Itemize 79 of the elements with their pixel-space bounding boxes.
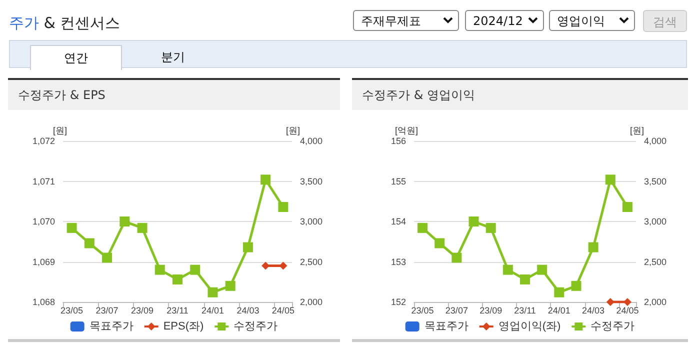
legend-label: 목표주가 [424, 320, 468, 332]
point [84, 238, 94, 248]
x-tick-label: 23/11 [166, 306, 188, 316]
y-tick-label: 1,071 [32, 176, 55, 186]
y2-tick-label: 3,000 [300, 216, 323, 226]
y-axis-title: [억원] [394, 126, 418, 136]
point [172, 274, 182, 284]
point [622, 202, 632, 212]
y-tick-label: 153 [390, 256, 406, 267]
point [468, 216, 479, 226]
x-tick-label: 23/07 [96, 306, 118, 316]
y-tick-label: 1,069 [32, 256, 55, 267]
point [225, 280, 236, 291]
y2-axis-title: [원] [630, 126, 644, 136]
x-tick-label: 24/05 [272, 306, 294, 316]
y-tick-label: 156 [390, 136, 406, 146]
legend-label: 수정주가 [234, 320, 278, 332]
point [520, 274, 530, 284]
text: 분기 [160, 49, 186, 66]
x-tick-label: 23/11 [514, 306, 536, 316]
point [571, 280, 582, 291]
point [66, 222, 77, 233]
point [434, 238, 445, 248]
x-tick-label: 23/05 [411, 306, 434, 316]
point [120, 216, 130, 226]
x-tick-label: 23/05 [60, 306, 84, 316]
y2-tick-label: 2,000 [644, 297, 667, 307]
point [154, 264, 165, 275]
point [605, 174, 616, 185]
text: 주가 & 컨센서스 [9, 14, 120, 33]
y-axis-title: [원] [52, 126, 67, 136]
point [486, 222, 496, 233]
point [242, 242, 253, 252]
point [502, 264, 513, 275]
y2-tick-label: 2,000 [300, 297, 323, 307]
legend-label: 목표주가 [89, 320, 134, 332]
legend-label: 영업이익(좌) [498, 320, 561, 332]
point [537, 264, 548, 275]
y2-tick-label: 4,000 [300, 136, 323, 146]
text: 주재무제표 [361, 14, 421, 28]
point [418, 222, 428, 233]
chart-title: 수정주가 & 영업이익 [352, 80, 688, 110]
point [102, 252, 112, 263]
x-tick-label: 24/01 [201, 306, 224, 316]
point [588, 242, 598, 252]
point [190, 264, 200, 275]
text: 2024/12 [473, 14, 523, 28]
y2-tick-label: 2,500 [644, 256, 667, 267]
text: 검색 [643, 10, 687, 32]
point [278, 202, 288, 212]
y2-tick-label: 4,000 [644, 136, 667, 146]
y-tick-label: 154 [390, 216, 406, 226]
y-tick-label: 1,068 [32, 297, 55, 307]
point [452, 252, 462, 263]
y2-axis-title: [원] [286, 126, 300, 136]
y-tick-label: 155 [390, 176, 406, 186]
text: 영업이익 [557, 14, 605, 28]
chart-title: 수정주가 & EPS [8, 80, 340, 110]
x-tick-label: 24/05 [616, 306, 639, 316]
x-tick-label: 24/03 [236, 306, 260, 316]
legend-label: EPS(좌) [163, 320, 204, 332]
y2-tick-label: 3,500 [644, 176, 667, 186]
point [554, 287, 564, 298]
text: 연간 [30, 45, 122, 70]
y-tick-label: 1,072 [32, 136, 55, 146]
x-tick-label: 23/09 [480, 306, 502, 316]
x-tick-label: 23/09 [131, 306, 154, 316]
point [208, 287, 218, 298]
x-tick-label: 24/01 [548, 306, 570, 316]
x-tick-label: 24/03 [582, 306, 605, 316]
x-tick-label: 23/07 [445, 306, 468, 316]
y-tick-label: 1,070 [32, 216, 55, 226]
y2-tick-label: 2,500 [300, 256, 323, 267]
y2-tick-label: 3,500 [300, 176, 323, 186]
legend-label: 수정주가 [590, 320, 635, 332]
y2-tick-label: 3,000 [644, 216, 667, 226]
y-tick-label: 152 [390, 297, 406, 307]
point [137, 222, 148, 233]
point [260, 174, 271, 185]
